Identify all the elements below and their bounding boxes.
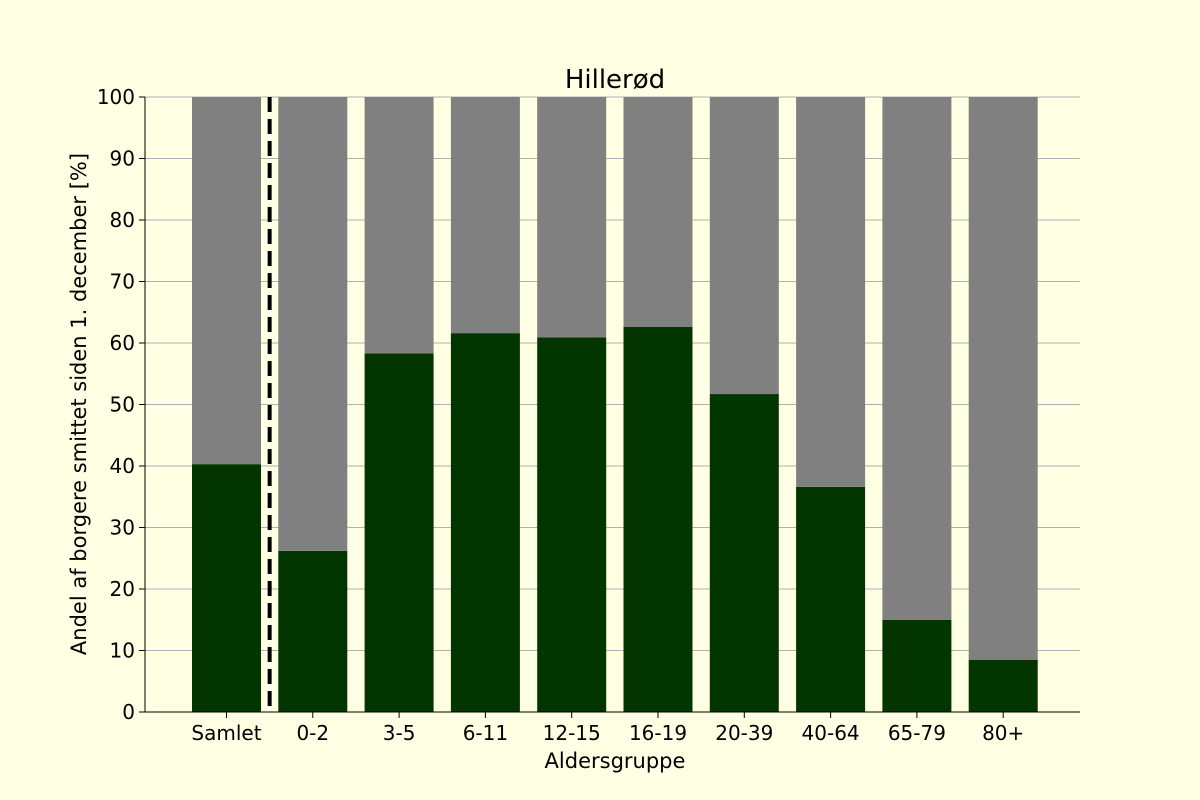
x-tick-label: 65-79 [888,721,946,745]
bar-remaining-0-2 [278,97,348,551]
bar-remaining-80+ [968,97,1038,660]
bar-remaining-Samlet [192,97,261,465]
y-tick-label: 30 [110,516,135,540]
bar-remaining-40-64 [796,97,866,487]
bar-remaining-16-19 [623,97,693,328]
bar-infected-6-11 [450,333,520,712]
x-tick-label: 6-11 [463,721,508,745]
bar-remaining-20-39 [709,97,779,395]
y-tick-label: 90 [110,147,135,171]
x-tick-label: 40-64 [802,721,860,745]
y-tick-label: 100 [97,85,135,109]
x-tick-label: 16-19 [629,721,687,745]
x-axis-label: Aldersgruppe [545,749,686,773]
y-tick-label: 10 [110,639,135,663]
x-tick-label: 80+ [982,721,1024,745]
bar-infected-16-19 [623,327,693,712]
y-tick-label: 0 [122,700,135,724]
bar-infected-80+ [968,659,1038,712]
bar-infected-0-2 [278,550,348,712]
bar-infected-65-79 [882,619,952,712]
axes: 0 10 20 30 40 50 60 70 80 90 100 Samlet 0-2 3-5 6-11 12… [97,85,1080,745]
bar-infected-12-15 [537,337,607,712]
x-tick-label: 3-5 [383,721,416,745]
x-tick-label: 0-2 [296,721,329,745]
x-tick-label: 20-39 [715,721,773,745]
bars [192,97,1038,712]
bar-infected-40-64 [796,486,866,712]
y-tick-label: 50 [110,393,135,417]
bar-remaining-12-15 [537,97,607,338]
y-tick-label: 20 [110,577,135,601]
bar-remaining-6-11 [450,97,520,334]
x-tick-label: Samlet [191,721,261,745]
y-tick-label: 70 [110,270,135,294]
chart-title: Hillerød [565,65,665,95]
x-tick-label: 12-15 [543,721,601,745]
y-tick-label: 40 [110,454,135,478]
bar-infected-3-5 [364,353,434,712]
bar-remaining-3-5 [364,97,434,354]
bar-remaining-65-79 [882,97,952,620]
y-axis-label: Andel af borgere smittet siden 1. decemb… [67,153,91,655]
bar-infected-20-39 [709,394,779,712]
bar-infected-Samlet [192,464,261,712]
y-tick-label: 80 [110,208,135,232]
y-tick-label: 60 [110,331,135,355]
